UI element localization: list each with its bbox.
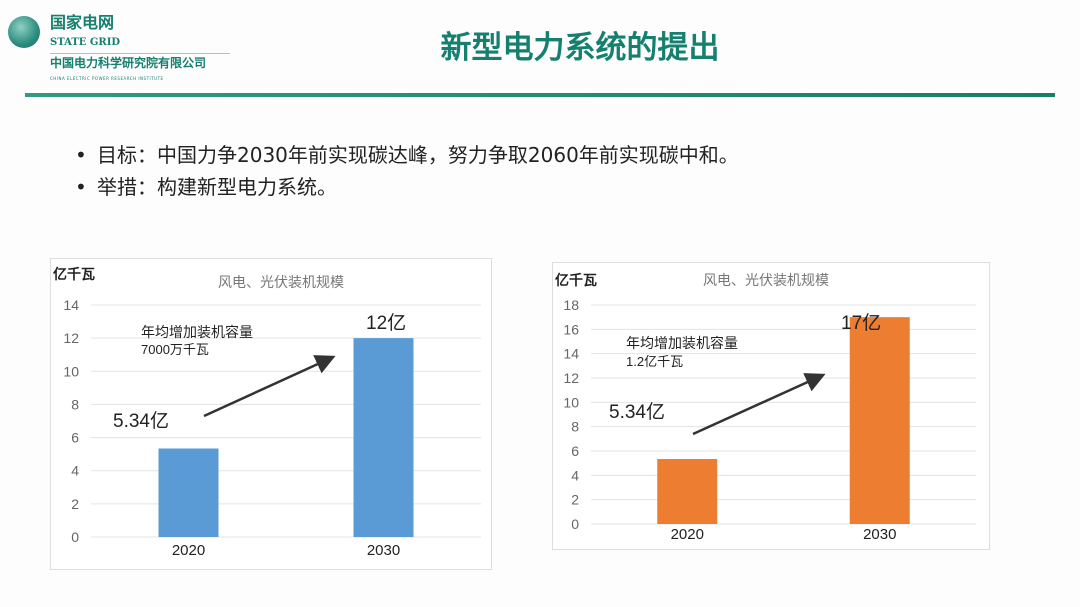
growth-arrow-icon — [203, 355, 336, 418]
data-label-2030: 17亿 — [841, 312, 881, 334]
org-name: 中国电力科学研究院有限公司 — [50, 56, 207, 70]
y-axis-unit-label: 亿千瓦 — [555, 272, 597, 288]
annotation-line-2: 7000万千瓦 — [141, 342, 209, 357]
title-rule — [25, 93, 1055, 97]
y-tick-label: 10 — [563, 394, 579, 410]
y-axis-unit-label: 亿千瓦 — [53, 266, 95, 282]
y-tick-label: 0 — [71, 529, 79, 545]
y-tick-label: 8 — [71, 396, 79, 412]
state-grid-logo-icon — [8, 16, 40, 48]
org-name-en: CHINA ELECTRIC POWER RESEARCH INSTITUTE — [50, 76, 164, 81]
bullet-text: 举措：构建新型电力系统。 — [97, 175, 337, 199]
data-label-2030: 12亿 — [366, 312, 406, 334]
y-tick-label: 10 — [63, 363, 79, 379]
y-tick-label: 18 — [563, 297, 579, 313]
growth-arrow-icon — [692, 373, 826, 436]
y-tick-label: 0 — [571, 516, 579, 532]
bar-2020 — [158, 448, 219, 537]
bar-2030 — [849, 317, 910, 524]
y-tick-label: 2 — [71, 496, 79, 512]
bar-2030 — [353, 338, 414, 537]
chart-title: 风电、光伏装机规模 — [703, 272, 829, 288]
y-tick-label: 16 — [563, 321, 579, 337]
annotation-line-1: 年均增加装机容量 — [141, 324, 253, 340]
logo-cn: 国家电网 — [50, 13, 115, 32]
y-tick-label: 14 — [63, 297, 79, 313]
bullet-goal: • 目标：中国力争2030年前实现碳达峰，努力争取2060年前实现碳中和。 — [75, 142, 739, 168]
annotation-line-1: 年均增加装机容量 — [626, 335, 738, 351]
chart-blue: 风电、光伏装机规模 亿千瓦 0 2 4 6 8 10 12 14 2020 2030 年均增加装机容量 7… — [50, 258, 492, 570]
chart-title: 风电、光伏装机规模 — [218, 274, 344, 290]
y-tick-label: 4 — [571, 467, 579, 483]
bullet-measure: • 举措：构建新型电力系统。 — [75, 174, 337, 200]
y-tick-label: 6 — [71, 430, 79, 446]
logo-divider — [50, 53, 230, 54]
y-tick-label: 12 — [563, 370, 579, 386]
bar-2020 — [657, 459, 718, 524]
y-tick-label: 6 — [571, 443, 579, 459]
data-label-2020: 5.34亿 — [609, 401, 665, 423]
chart-orange: 风电、光伏装机规模 亿千瓦 0 2 4 6 8 10 12 14 16 18 2020 2030 年均增加装… — [552, 262, 990, 550]
y-tick-label: 8 — [571, 419, 579, 435]
x-tick-label: 2020 — [172, 542, 205, 559]
y-tick-label: 2 — [571, 492, 579, 508]
y-tick-label: 12 — [63, 330, 79, 346]
bullet-dot: • — [75, 175, 87, 199]
y-tick-label: 4 — [71, 463, 79, 479]
logo-en: STATE GRID — [50, 37, 121, 48]
slide-title: 新型电力系统的提出 — [440, 30, 720, 66]
annotation-line-2: 1.2亿千瓦 — [626, 354, 683, 369]
x-tick-label: 2030 — [367, 542, 400, 559]
data-label-2020: 5.34亿 — [113, 410, 169, 432]
bullet-text: 目标：中国力争2030年前实现碳达峰，努力争取2060年前实现碳中和。 — [97, 143, 739, 167]
x-tick-label: 2030 — [863, 526, 896, 543]
bullet-dot: • — [75, 143, 87, 167]
x-tick-label: 2020 — [671, 526, 704, 543]
y-tick-label: 14 — [563, 346, 579, 362]
